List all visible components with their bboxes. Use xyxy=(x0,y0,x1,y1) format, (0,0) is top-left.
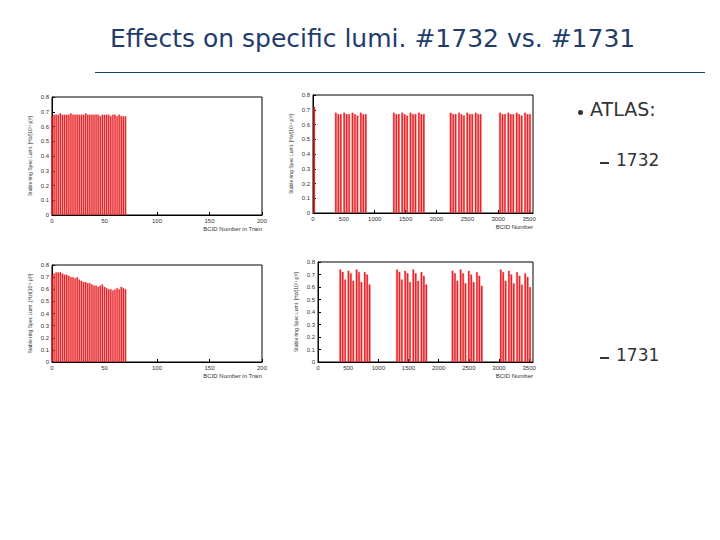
svg-text:0: 0 xyxy=(50,218,54,224)
svg-text:BCID Number: BCID Number xyxy=(496,373,533,379)
svg-text:BCID Number in Train: BCID Number in Train xyxy=(203,373,262,379)
svg-text:0.6: 0.6 xyxy=(41,286,50,292)
svg-text:0.8: 0.8 xyxy=(302,92,311,98)
svg-text:3500: 3500 xyxy=(522,216,536,222)
svg-text:0.2: 0.2 xyxy=(41,335,50,341)
svg-text:0.4: 0.4 xyxy=(302,151,311,157)
svg-text:0.8: 0.8 xyxy=(41,262,50,268)
svg-text:0.3: 0.3 xyxy=(302,166,311,172)
svg-text:Stable ring Spec Lumi. [Hz/(10: Stable ring Spec Lumi. [Hz/(10¹¹ p)²] xyxy=(293,271,299,352)
svg-text:Stable ring Spec Lumi. [Hz/(10: Stable ring Spec Lumi. [Hz/(10¹¹ p)²] xyxy=(27,273,33,354)
svg-text:0: 0 xyxy=(46,212,50,218)
svg-text:0: 0 xyxy=(311,216,315,222)
svg-text:1000: 1000 xyxy=(372,365,386,371)
html-text:Effects on specific lumi. #173: Effects on specific lumi. #1732 vs. #173… xyxy=(110,24,636,53)
svg-text:0.4: 0.4 xyxy=(41,153,50,159)
svg-text:0.6: 0.6 xyxy=(41,124,50,130)
svg-text:1000: 1000 xyxy=(368,216,382,222)
svg-text:0.2: 0.2 xyxy=(41,183,50,189)
svg-text:0: 0 xyxy=(307,210,311,216)
svg-text:0.2: 0.2 xyxy=(302,181,311,187)
svg-text:3000: 3000 xyxy=(492,365,506,371)
svg-text:0.5: 0.5 xyxy=(307,297,316,303)
svg-text:200: 200 xyxy=(257,365,268,371)
html-text:1732: 1732 xyxy=(616,150,660,170)
svg-text:0.3: 0.3 xyxy=(41,323,50,329)
svg-text:0: 0 xyxy=(316,365,320,371)
svg-text:0.7: 0.7 xyxy=(41,109,50,115)
svg-text:0.5: 0.5 xyxy=(302,136,311,142)
svg-text:0.1: 0.1 xyxy=(307,347,316,353)
svg-text:Stable ring Spec Lumi. [Hz/(10: Stable ring Spec Lumi. [Hz/(10¹¹ p)²] xyxy=(27,115,33,196)
svg-text:0.1: 0.1 xyxy=(41,197,50,203)
svg-text:0.3: 0.3 xyxy=(307,322,316,328)
svg-text:0.4: 0.4 xyxy=(307,309,316,315)
svg-text:50: 50 xyxy=(101,218,108,224)
svg-text:2500: 2500 xyxy=(462,365,476,371)
svg-text:0: 0 xyxy=(46,359,50,365)
svg-text:0.7: 0.7 xyxy=(307,272,316,278)
svg-text:2000: 2000 xyxy=(432,365,446,371)
svg-text:0.6: 0.6 xyxy=(307,284,316,290)
svg-text:100: 100 xyxy=(152,365,163,371)
svg-text:50: 50 xyxy=(101,365,108,371)
svg-text:0.2: 0.2 xyxy=(307,334,316,340)
svg-text:0.8: 0.8 xyxy=(307,259,316,265)
svg-text:0.4: 0.4 xyxy=(41,311,50,317)
svg-text:1500: 1500 xyxy=(402,365,416,371)
html-text:1731: 1731 xyxy=(616,345,660,365)
svg-text:150: 150 xyxy=(204,365,215,371)
svg-text:BCID Number: BCID Number xyxy=(496,224,533,230)
html-text:ATLAS:: ATLAS: xyxy=(590,98,656,120)
svg-text:BCID Number in Train: BCID Number in Train xyxy=(203,226,262,232)
svg-text:0.5: 0.5 xyxy=(41,298,50,304)
svg-text:150: 150 xyxy=(204,218,215,224)
svg-text:3000: 3000 xyxy=(492,216,506,222)
svg-text:2000: 2000 xyxy=(430,216,444,222)
svg-text:3500: 3500 xyxy=(522,365,536,371)
svg-text:500: 500 xyxy=(343,365,354,371)
svg-text:0: 0 xyxy=(50,365,54,371)
svg-text:0.6: 0.6 xyxy=(302,122,311,128)
svg-text:0.7: 0.7 xyxy=(302,107,311,113)
svg-text:100: 100 xyxy=(152,218,163,224)
svg-text:0.1: 0.1 xyxy=(302,195,311,201)
svg-text:2500: 2500 xyxy=(461,216,475,222)
svg-text:0.7: 0.7 xyxy=(41,274,50,280)
svg-text:1500: 1500 xyxy=(399,216,413,222)
svg-text:500: 500 xyxy=(339,216,350,222)
svg-text:0.5: 0.5 xyxy=(41,138,50,144)
svg-text:0.1: 0.1 xyxy=(41,347,50,353)
svg-text:0.3: 0.3 xyxy=(41,168,50,174)
svg-text:200: 200 xyxy=(257,218,268,224)
svg-text:0: 0 xyxy=(312,359,316,365)
svg-text:Stable ring Spec Lumi. [Hz/(10: Stable ring Spec Lumi. [Hz/(10¹¹ p)²] xyxy=(288,113,294,194)
svg-text:0.8: 0.8 xyxy=(41,94,50,100)
